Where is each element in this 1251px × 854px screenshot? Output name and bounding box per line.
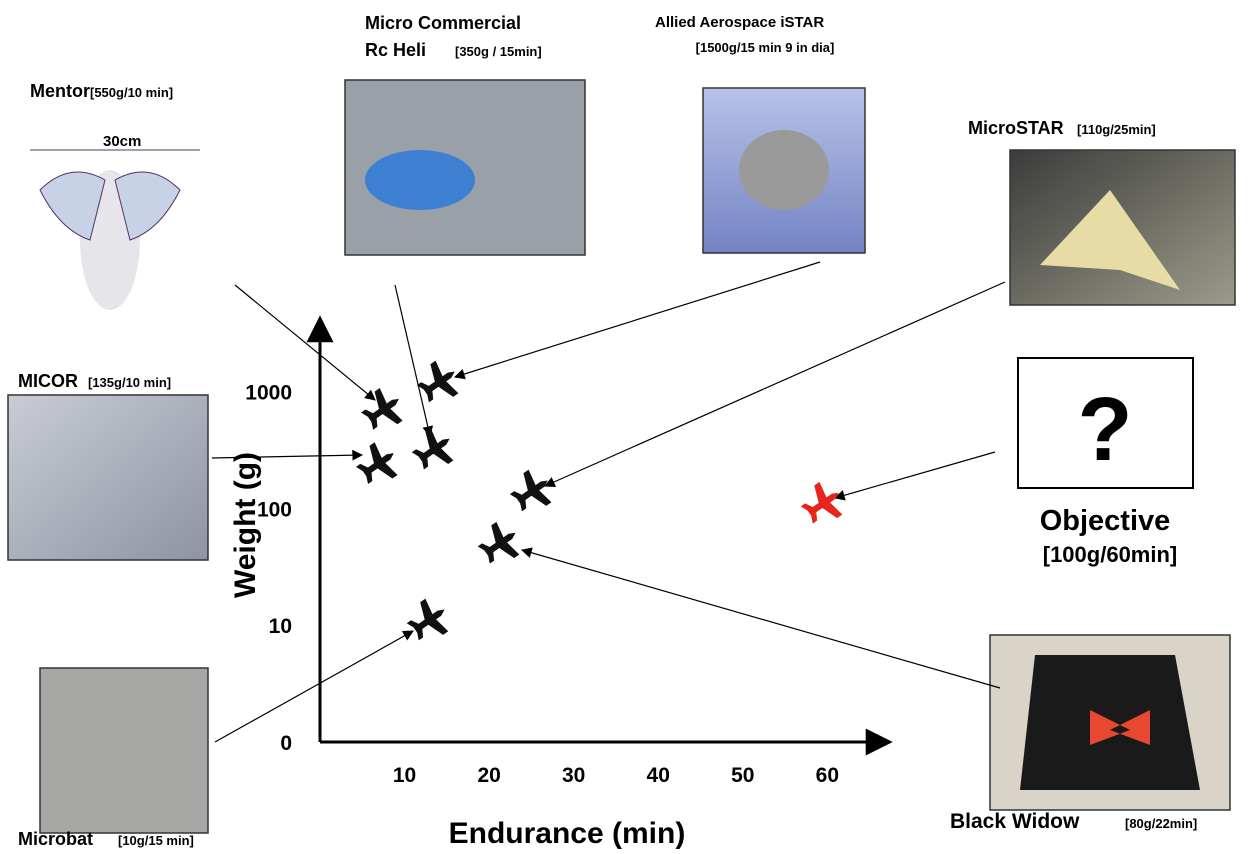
annotation-arrow bbox=[214, 630, 414, 743]
x-tick-label: 60 bbox=[816, 764, 839, 787]
y-tick-label: 10 bbox=[269, 615, 292, 638]
aircraft-point bbox=[406, 598, 449, 641]
annotation-spec: [100g/60min] bbox=[1043, 542, 1178, 567]
annotation-name: Mentor bbox=[30, 81, 90, 101]
x-tick-label: 40 bbox=[647, 764, 670, 787]
aircraft-point bbox=[411, 427, 454, 470]
photo-micor bbox=[7, 394, 209, 561]
annotation-spec: [80g/22min] bbox=[1125, 816, 1197, 831]
annotation-spec: [110g/25min] bbox=[1077, 122, 1156, 137]
aircraft-point bbox=[416, 360, 459, 403]
photo-microbat bbox=[39, 667, 209, 834]
annotation-name: Objective bbox=[1040, 505, 1171, 537]
x-tick-label: 30 bbox=[562, 764, 585, 787]
aircraft-point bbox=[509, 469, 552, 512]
annotation-spec: [1500g/15 min 9 in dia] bbox=[696, 40, 835, 55]
annotation-name: Allied Aerospace iSTAR bbox=[655, 14, 824, 31]
objective-box bbox=[1017, 357, 1194, 489]
y-axis-title: Weight (g) bbox=[229, 452, 262, 598]
photo-text: ? bbox=[1078, 380, 1133, 480]
annotation-name: MICOR bbox=[18, 371, 78, 391]
annotation-spec: [135g/10 min] bbox=[88, 375, 171, 390]
x-axis-title: Endurance (min) bbox=[449, 817, 686, 850]
aircraft-point bbox=[800, 481, 843, 524]
heli-body bbox=[365, 150, 475, 210]
aircraft-point bbox=[477, 521, 520, 564]
annotation-name: MicroSTAR bbox=[968, 118, 1064, 138]
annotation-arrow bbox=[520, 547, 1001, 689]
annotation-spec: [10g/15 min] bbox=[118, 833, 194, 848]
x-tick-label: 10 bbox=[393, 764, 416, 787]
annotation-arrow bbox=[394, 284, 434, 438]
y-tick-label: 100 bbox=[257, 498, 292, 521]
annotation-arrow bbox=[833, 451, 996, 501]
aircraft-point bbox=[355, 442, 398, 485]
annotation-spec: [550g/10 min] bbox=[90, 85, 173, 100]
annotation-arrow bbox=[544, 281, 1006, 487]
annotation-name: Rc Heli bbox=[365, 40, 426, 60]
x-tick-label: 50 bbox=[731, 764, 754, 787]
photo-text: 30cm bbox=[103, 133, 141, 150]
annotation-spec: [350g / 15min] bbox=[455, 44, 542, 59]
microstar-body bbox=[1040, 190, 1180, 290]
photo-mentor bbox=[30, 149, 200, 310]
y-tick-label: 1000 bbox=[245, 382, 292, 405]
y-tick-label: 0 bbox=[280, 732, 292, 755]
aircraft-point bbox=[361, 387, 403, 430]
istar-body bbox=[739, 130, 829, 210]
annotation-arrow bbox=[453, 261, 821, 380]
x-tick-label: 20 bbox=[477, 764, 500, 787]
annotation-name: Micro Commercial bbox=[365, 13, 521, 33]
annotation-arrow bbox=[234, 284, 376, 401]
black-widow-mark bbox=[1090, 710, 1150, 745]
annotation-name: Black Widow bbox=[950, 810, 1080, 833]
annotation-name: Microbat bbox=[18, 829, 93, 849]
annotation-arrow bbox=[211, 449, 364, 461]
